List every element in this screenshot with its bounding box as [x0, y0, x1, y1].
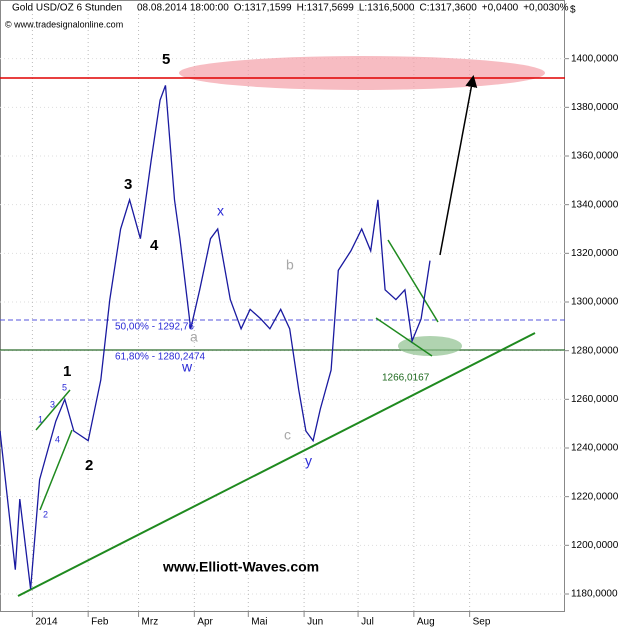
x-tick-label: Apr [197, 617, 213, 628]
currency: $ [570, 5, 576, 16]
wave-label: x [217, 203, 224, 219]
trend-line [17, 332, 536, 597]
projection-arrow [439, 75, 478, 256]
header-field: L:1316,5000 [359, 3, 415, 14]
subwave-label: 1 [38, 414, 43, 424]
wave-label: a [190, 329, 198, 345]
y-tick-label: 1380,0000 [571, 102, 619, 113]
wedge-line [35, 389, 71, 431]
level-label: 1266,0167 [382, 373, 430, 384]
x-tick-label: Mrz [142, 617, 159, 628]
x-tick-label: Sep [473, 617, 491, 628]
wedge-line [375, 317, 433, 357]
y-tick-label: 1200,0000 [571, 540, 619, 551]
wave-label: 4 [150, 237, 159, 254]
header-field: 08.08.2014 18:00:00 [137, 3, 229, 14]
header-field: C:1317,3600 [420, 3, 478, 14]
y-tick-label: 1340,0000 [571, 199, 619, 210]
subwave-label: 2 [43, 509, 48, 519]
subwave-label: 3 [50, 399, 55, 409]
target-zone [179, 56, 545, 90]
x-tick-label: Feb [91, 617, 109, 628]
price-line [0, 85, 431, 590]
x-tick-label: Mai [251, 617, 267, 628]
wave-label: w [181, 359, 193, 375]
y-tick-label: 1400,0000 [571, 53, 619, 64]
subwave-label: 5 [62, 382, 67, 392]
watermark: www.Elliott-Waves.com [162, 559, 319, 575]
x-tick-label: Jul [361, 617, 374, 628]
y-tick-label: 1220,0000 [571, 491, 619, 502]
plot-frame [0, 0, 565, 612]
y-tick-label: 1180,0000 [571, 589, 618, 600]
wedge-line [39, 429, 73, 511]
fib-label: 50,00% - 1292,76 [115, 322, 194, 333]
wave-label: 3 [124, 176, 132, 193]
x-tick-label: 2014 [35, 617, 58, 628]
y-tick-label: 1280,0000 [571, 345, 619, 356]
subwave-label: 4 [55, 434, 60, 444]
wedge-line [387, 239, 439, 323]
series [0, 85, 431, 590]
x-tick-label: Jun [307, 617, 323, 628]
wave-label: b [286, 257, 294, 273]
y-tick-label: 1260,0000 [571, 394, 619, 405]
y-tick-label: 1360,0000 [571, 151, 619, 162]
wave-label: c [284, 427, 291, 443]
fib-label: 61,80% - 1280,2474 [115, 352, 206, 363]
header-field: +0,0030% [523, 3, 568, 14]
support-zone [398, 336, 462, 356]
source: © www.tradesignalonline.com [5, 19, 123, 29]
wave-label: 5 [162, 51, 170, 68]
wave-label: y [305, 453, 312, 469]
header-field: O:1317,1599 [234, 3, 292, 14]
header-field: H:1317,5699 [297, 3, 355, 14]
wave-label: 2 [85, 457, 93, 474]
header-field: +0,0400 [482, 3, 519, 14]
header: 08.08.2014 18:00:00 O:1317,1599 H:1317,569… [137, 3, 569, 14]
y-tick-label: 1320,0000 [571, 248, 619, 259]
y-tick-label: 1240,0000 [571, 443, 619, 454]
chart-title: Gold USD/OZ 6 Stunden [12, 3, 122, 14]
x-tick-label: Aug [417, 617, 435, 628]
y-tick-label: 1300,0000 [571, 297, 619, 308]
wave-label: 1 [63, 363, 71, 380]
